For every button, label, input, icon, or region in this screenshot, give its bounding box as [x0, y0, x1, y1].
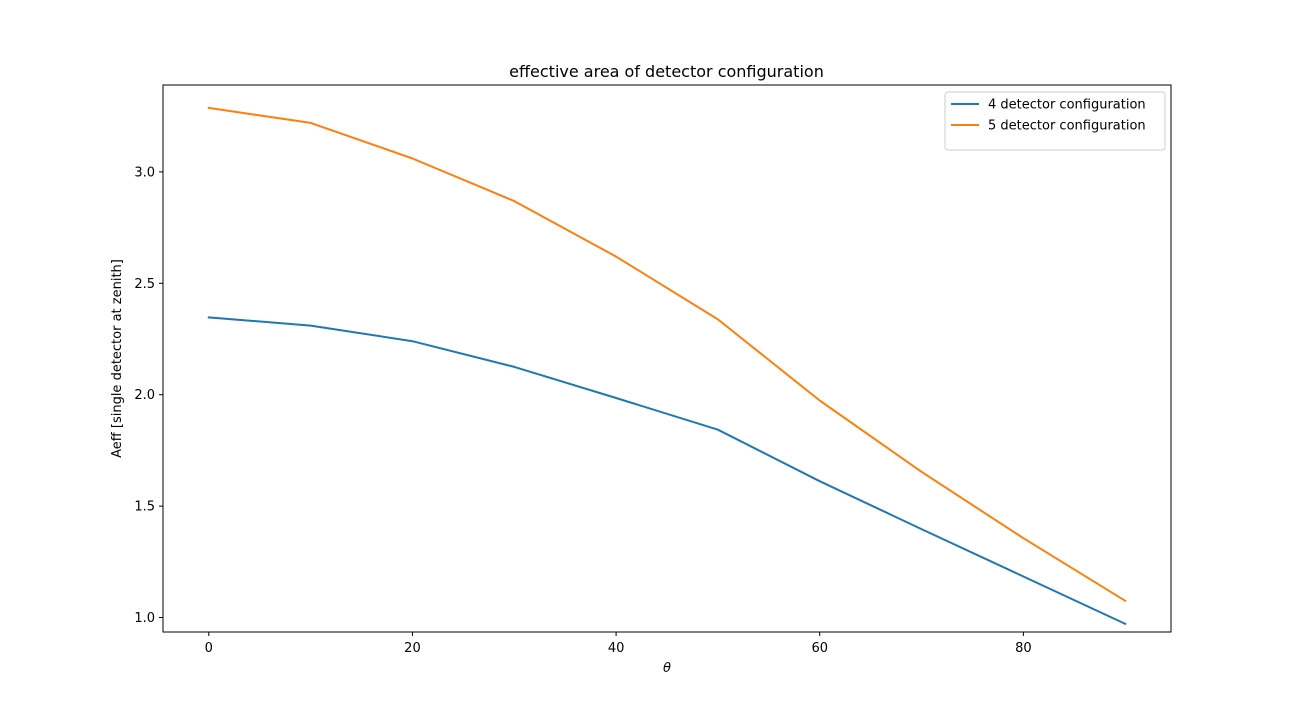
x-tick-label: 0 — [205, 641, 213, 656]
chart-title: effective area of detector configuration — [509, 62, 824, 81]
y-tick-label: 3.0 — [134, 165, 155, 180]
y-axis-label: Aeff [single detector at zenith] — [110, 259, 125, 458]
y-tick-label: 1.0 — [134, 611, 155, 626]
legend: 4 detector configuration 5 detector confi… — [944, 91, 1166, 151]
plot-area — [207, 106, 1127, 626]
legend-label-1: 4 detector configuration — [988, 98, 1146, 113]
y-axis: 1.0 1.5 2.0 2.5 3.0 — [134, 165, 163, 626]
plot-frame — [162, 84, 1172, 633]
x-axis: 0 20 40 60 80 — [205, 632, 1032, 656]
legend-box — [944, 91, 1166, 151]
y-tick-label: 1.5 — [134, 500, 155, 515]
y-tick-label: 2.5 — [134, 277, 155, 292]
series-line-1 — [207, 316, 1127, 626]
x-axis-label: θ — [663, 661, 671, 676]
y-tick-label: 2.0 — [134, 388, 155, 403]
x-tick-label: 60 — [811, 641, 828, 656]
x-tick-label: 40 — [608, 641, 625, 656]
x-tick-label: 80 — [1015, 641, 1032, 656]
series-line-2 — [207, 106, 1127, 603]
legend-label-2: 5 detector configuration — [988, 119, 1146, 134]
x-tick-label: 20 — [404, 641, 421, 656]
